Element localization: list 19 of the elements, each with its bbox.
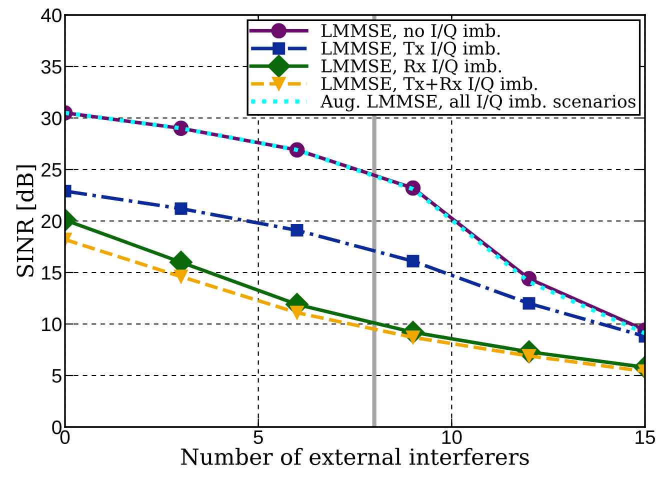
legend-label: LMMSE, no I/Q imb.	[321, 24, 500, 40]
y-tick-label: 35	[41, 60, 62, 74]
legend-label: LMMSE, Tx I/Q imb.	[321, 41, 500, 58]
y-tick-label: 20	[42, 214, 62, 228]
legend-label: LMMSE, Tx+Rx I/Q imb.	[321, 76, 537, 93]
y-tick-label: 10	[42, 317, 62, 332]
y-tick-label: 40	[41, 8, 62, 22]
y-tick-label: 15	[42, 266, 62, 280]
x-tick-label: 15	[636, 430, 655, 444]
x-tick-label: 5	[254, 430, 263, 444]
y-axis-title: SINR [dB]	[16, 165, 36, 277]
x-tick-label: 10	[442, 430, 462, 444]
y-tick-label: 30	[41, 111, 62, 126]
y-tick-label: 0	[52, 420, 62, 434]
legend-label: Aug. LMMSE, all I/Q imb. scenarios	[320, 94, 636, 112]
y-tick-label: 5	[52, 369, 62, 383]
legend-label: LMMSE, Rx I/Q imb.	[321, 59, 502, 75]
x-axis-title: Number of external interferers	[181, 448, 529, 466]
y-tick-label: 25	[42, 162, 62, 177]
